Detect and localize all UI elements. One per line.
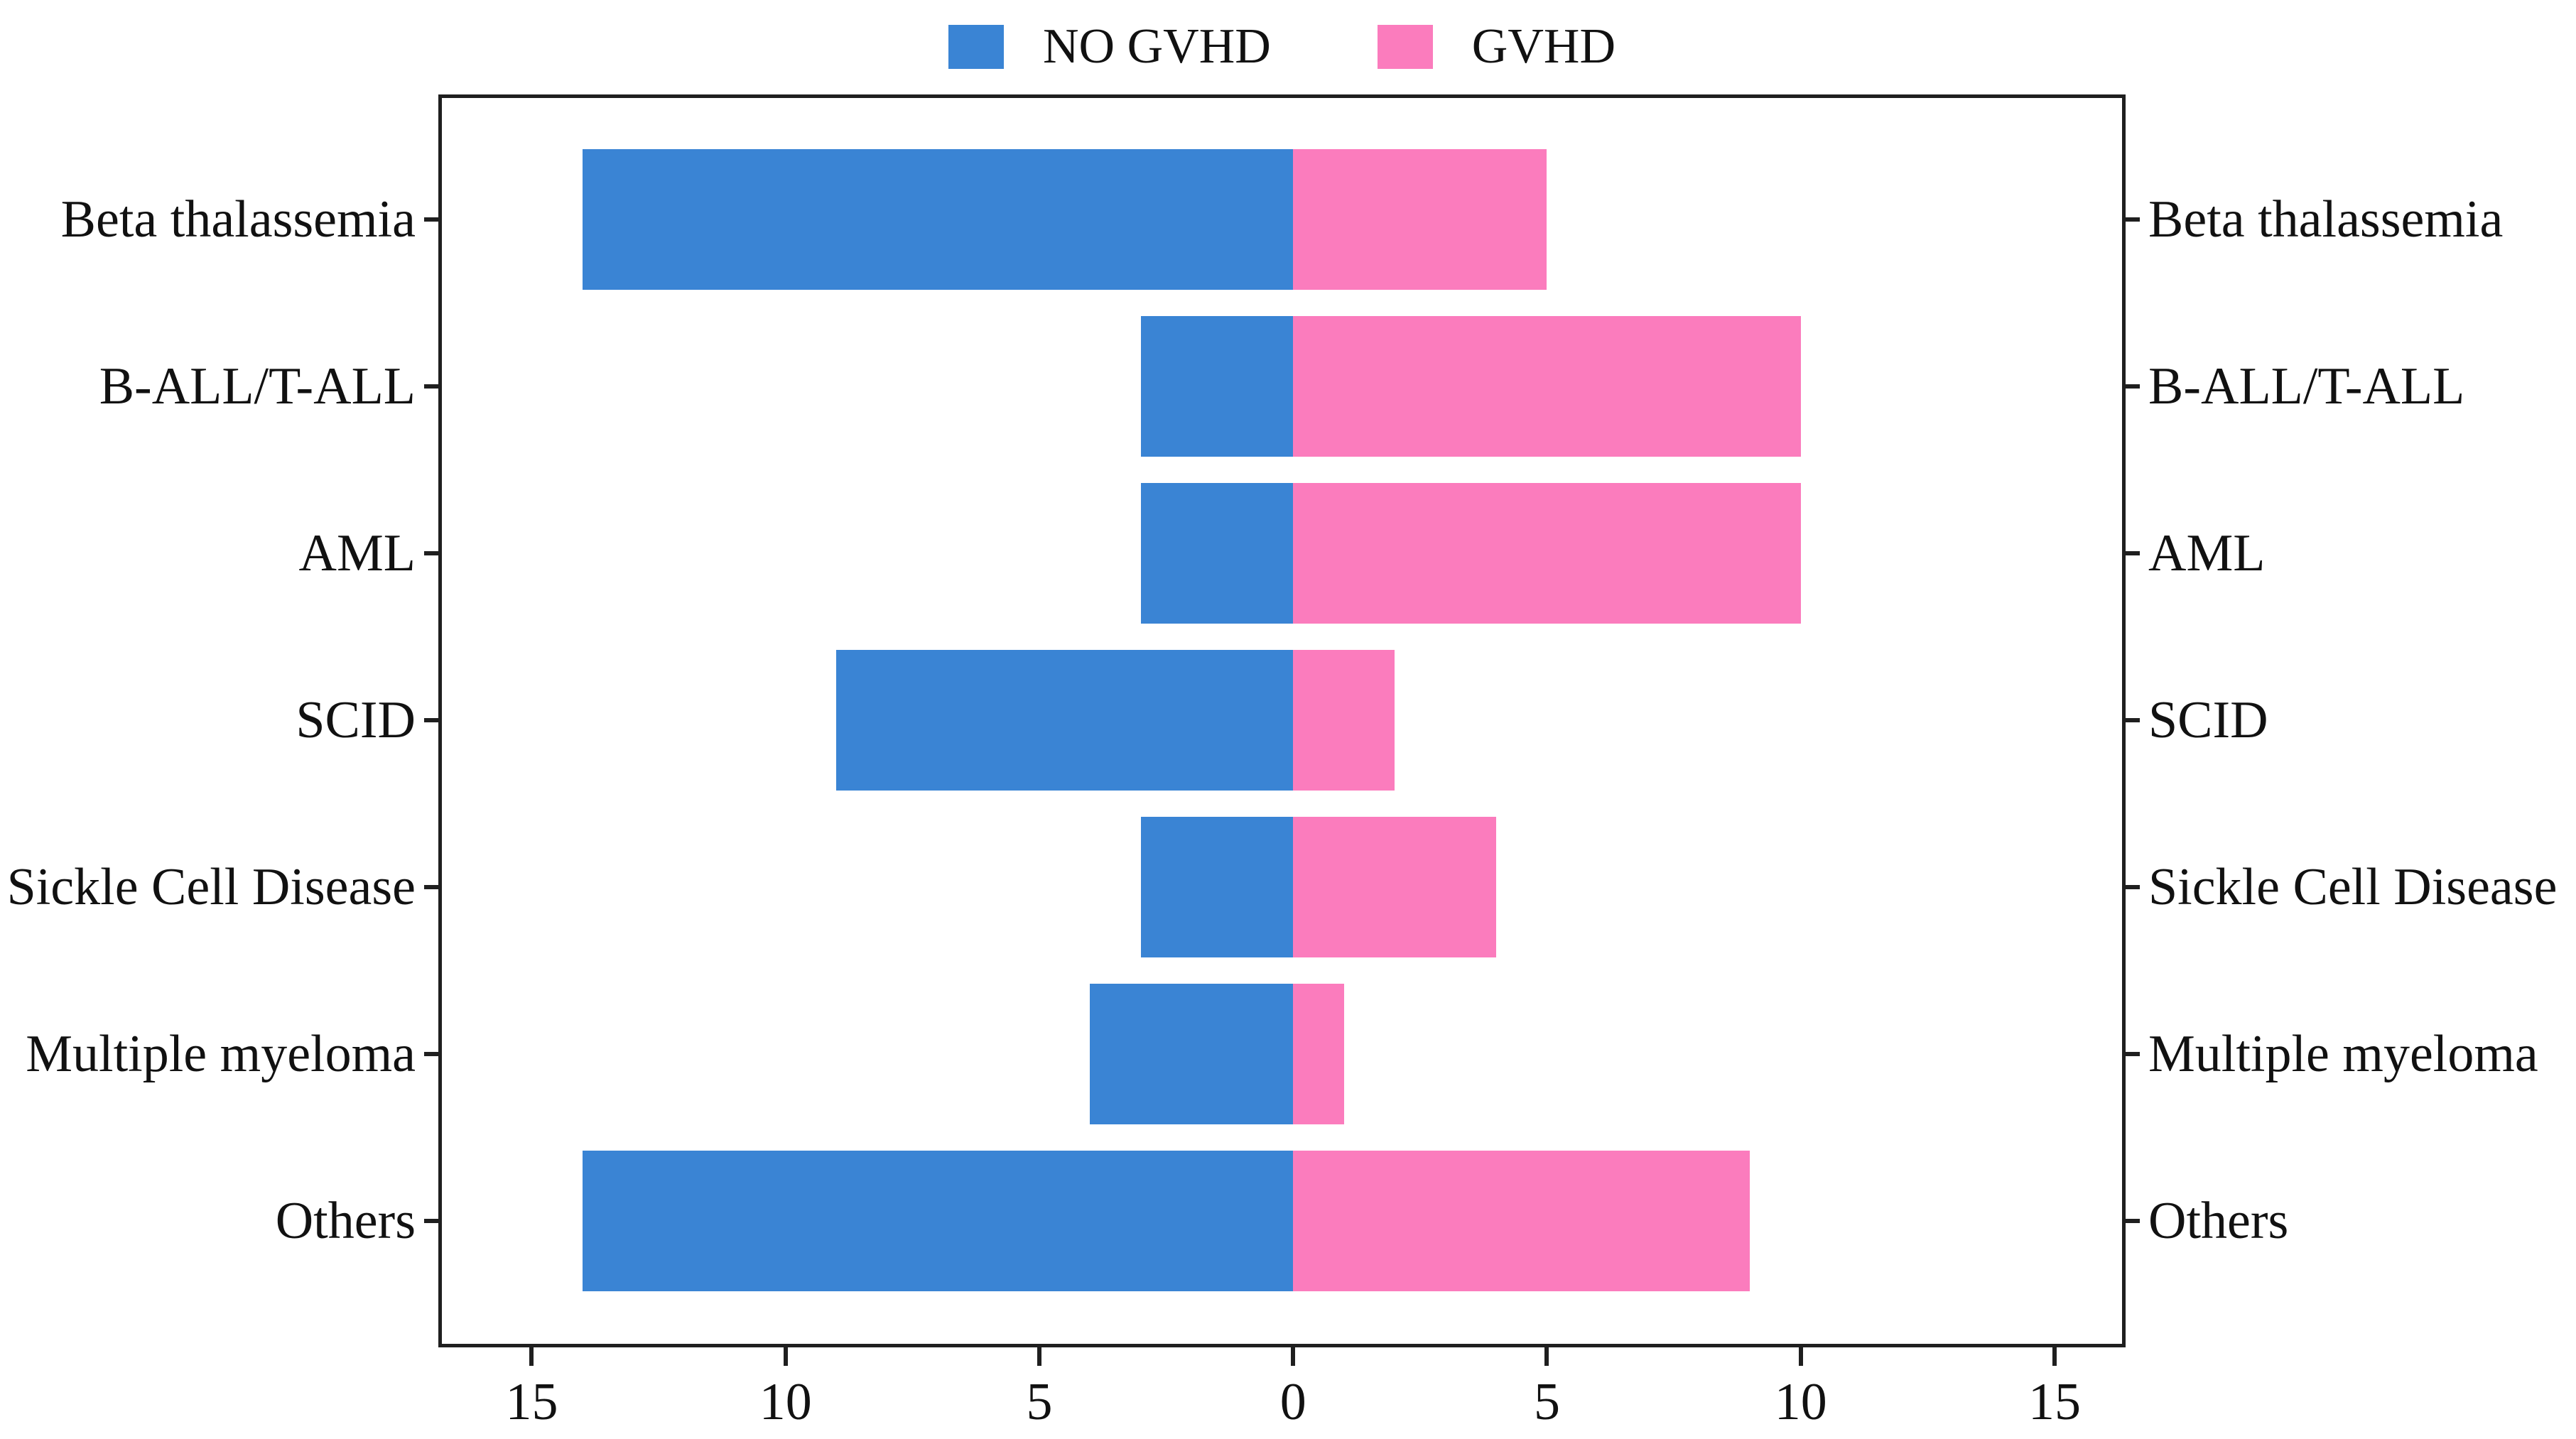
x-tick-3 xyxy=(1291,1347,1296,1366)
x-tick-label-1: 10 xyxy=(759,1373,812,1431)
plot-area xyxy=(438,94,2126,1347)
y-axis-label-left-b-all-t-all: B-ALL/T-ALL xyxy=(99,357,416,416)
legend-label-no-gvhd: NO GVHD xyxy=(1042,19,1271,74)
x-tick-label-3: 0 xyxy=(1279,1373,1306,1431)
y-axis-label-right-b-all-t-all: B-ALL/T-ALL xyxy=(2148,357,2465,416)
legend-item-gvhd: GVHD xyxy=(1377,18,1616,75)
bar-gvhd-scid xyxy=(1293,650,1395,791)
y-axis-label-left-others: Others xyxy=(275,1192,416,1250)
bar-no-gvhd-b-all-t-all xyxy=(1140,316,1294,457)
y-axis-label-left-aml: AML xyxy=(298,524,416,582)
y-axis-label-left-beta-thalassemia: Beta thalassemia xyxy=(60,190,416,249)
y-tick-left-scid xyxy=(424,718,438,722)
bar-gvhd-sickle-cell-disease xyxy=(1293,817,1497,957)
x-tick-5 xyxy=(1798,1347,1803,1366)
x-tick-0 xyxy=(529,1347,534,1366)
x-tick-6 xyxy=(2052,1347,2057,1366)
bar-no-gvhd-sickle-cell-disease xyxy=(1140,817,1294,957)
y-tick-right-scid xyxy=(2126,718,2140,722)
x-tick-label-2: 5 xyxy=(1026,1373,1053,1431)
y-tick-right-b-all-t-all xyxy=(2126,384,2140,389)
y-tick-right-beta-thalassemia xyxy=(2126,217,2140,222)
y-tick-right-others xyxy=(2126,1219,2140,1223)
bar-gvhd-others xyxy=(1293,1151,1750,1291)
legend: NO GVHD GVHD xyxy=(438,18,2126,75)
y-axis-label-right-others: Others xyxy=(2148,1192,2289,1250)
y-tick-left-b-all-t-all xyxy=(424,384,438,389)
bar-no-gvhd-aml xyxy=(1140,483,1294,624)
y-tick-right-multiple-myeloma xyxy=(2126,1052,2140,1056)
bar-no-gvhd-beta-thalassemia xyxy=(582,149,1294,290)
bar-gvhd-multiple-myeloma xyxy=(1293,984,1344,1124)
gvhd-color-swatch xyxy=(1377,25,1433,69)
y-tick-left-sickle-cell-disease xyxy=(424,885,438,889)
x-tick-label-4: 5 xyxy=(1533,1373,1560,1431)
y-tick-left-beta-thalassemia xyxy=(424,217,438,222)
bar-no-gvhd-multiple-myeloma xyxy=(1090,984,1294,1124)
y-tick-right-aml xyxy=(2126,551,2140,555)
y-axis-label-left-multiple-myeloma: Multiple myeloma xyxy=(26,1025,416,1083)
x-tick-2 xyxy=(1037,1347,1041,1366)
legend-item-no-gvhd: NO GVHD xyxy=(948,18,1271,75)
y-axis-label-right-multiple-myeloma: Multiple myeloma xyxy=(2148,1025,2538,1083)
y-axis-label-right-beta-thalassemia: Beta thalassemia xyxy=(2148,190,2504,249)
bar-no-gvhd-scid xyxy=(836,650,1294,791)
x-tick-4 xyxy=(1544,1347,1549,1366)
bar-gvhd-aml xyxy=(1293,483,1801,624)
x-tick-1 xyxy=(783,1347,788,1366)
y-tick-left-aml xyxy=(424,551,438,555)
y-tick-left-multiple-myeloma xyxy=(424,1052,438,1056)
y-axis-label-right-scid: SCID xyxy=(2148,691,2268,749)
bar-no-gvhd-others xyxy=(582,1151,1294,1291)
legend-label-gvhd: GVHD xyxy=(1471,19,1616,74)
y-axis-label-right-aml: AML xyxy=(2148,524,2266,582)
y-tick-left-others xyxy=(424,1219,438,1223)
no-gvhd-color-swatch xyxy=(948,25,1004,69)
y-tick-right-sickle-cell-disease xyxy=(2126,885,2140,889)
x-tick-label-5: 10 xyxy=(1774,1373,1827,1431)
bar-gvhd-beta-thalassemia xyxy=(1293,149,1547,290)
bar-gvhd-b-all-t-all xyxy=(1293,316,1801,457)
x-tick-label-6: 15 xyxy=(2028,1373,2081,1431)
y-axis-label-right-sickle-cell-disease: Sickle Cell Disease xyxy=(2148,858,2558,916)
x-tick-label-0: 15 xyxy=(505,1373,558,1431)
y-axis-label-left-sickle-cell-disease: Sickle Cell Disease xyxy=(6,858,416,916)
y-axis-label-left-scid: SCID xyxy=(296,691,416,749)
